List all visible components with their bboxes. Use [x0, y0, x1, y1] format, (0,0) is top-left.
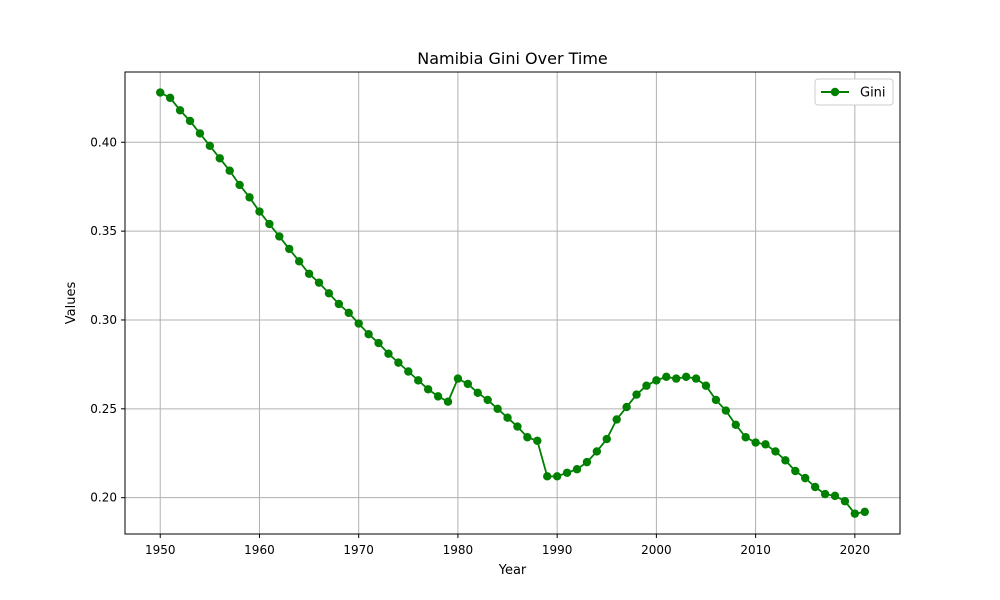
x-tick-label: 2000 — [641, 543, 672, 557]
data-point — [820, 489, 830, 499]
data-point — [185, 116, 195, 126]
data-point — [334, 299, 344, 309]
data-point — [493, 404, 502, 414]
data-point — [195, 129, 205, 138]
data-point — [443, 397, 453, 406]
y-axis-label: Values — [64, 282, 79, 325]
data-point — [652, 376, 661, 385]
data-point — [314, 278, 324, 287]
data-point — [414, 376, 423, 385]
data-point — [304, 269, 314, 278]
data-point — [533, 436, 542, 445]
data-point — [463, 379, 473, 389]
data-point — [404, 367, 413, 376]
data-point — [354, 319, 363, 328]
data-point — [850, 509, 860, 518]
data-point — [612, 415, 621, 424]
data-point — [344, 308, 353, 318]
x-tick-label: 1960 — [244, 543, 275, 557]
x-tick-label: 1970 — [343, 543, 374, 557]
data-point — [662, 372, 671, 382]
data-point — [265, 219, 274, 229]
data-point — [225, 166, 234, 175]
data-point — [622, 402, 631, 412]
x-tick-label: 2010 — [740, 543, 771, 557]
data-point — [721, 406, 731, 415]
legend-box — [814, 78, 894, 106]
series-layer — [156, 88, 869, 518]
chart-title: Namibia Gini Over Time — [417, 49, 608, 68]
data-point — [285, 244, 294, 254]
data-point — [324, 289, 334, 298]
data-point — [503, 413, 512, 422]
plot-area-frame — [124, 71, 901, 535]
data-point — [165, 93, 175, 103]
data-point — [681, 372, 691, 382]
data-point — [552, 472, 562, 481]
y-tick-label: 0.30 — [90, 313, 117, 327]
data-point — [523, 433, 532, 442]
data-point — [513, 422, 522, 431]
data-point — [175, 106, 185, 115]
data-point — [156, 88, 165, 97]
data-point — [741, 433, 750, 442]
data-point — [731, 420, 740, 430]
data-point — [543, 472, 552, 481]
data-point — [245, 193, 254, 202]
data-point — [275, 232, 284, 241]
grid-layer — [125, 72, 900, 534]
data-point — [642, 381, 651, 390]
data-point — [423, 385, 433, 394]
data-point — [672, 374, 681, 383]
data-point — [592, 447, 602, 456]
data-point — [711, 395, 721, 405]
y-tick-label: 0.20 — [90, 491, 117, 505]
legend: Gini — [814, 78, 894, 106]
data-point — [394, 358, 403, 367]
data-point — [771, 447, 780, 456]
data-point — [801, 473, 810, 483]
data-point — [374, 338, 383, 348]
data-point — [572, 465, 582, 474]
data-point — [453, 374, 463, 383]
y-axis-ticks: 0.20 0.25 0.30 0.35 0.40 — [90, 135, 125, 505]
data-point — [562, 468, 572, 477]
x-axis-ticks: 1950 1960 1970 1980 1990 2000 2010 2020 — [145, 534, 870, 557]
x-tick-label: 1980 — [443, 543, 474, 557]
data-point — [781, 456, 790, 465]
data-point — [632, 390, 641, 399]
data-point — [235, 180, 244, 190]
data-point — [761, 440, 770, 449]
data-point — [433, 392, 443, 401]
data-point — [294, 257, 304, 266]
data-point — [691, 374, 701, 383]
data-point — [205, 141, 215, 151]
x-tick-label: 2020 — [840, 543, 871, 557]
data-point — [860, 507, 869, 517]
data-point — [384, 349, 393, 358]
data-point — [751, 438, 760, 447]
data-point — [791, 466, 800, 476]
x-tick-label: 1990 — [542, 543, 573, 557]
data-point — [602, 434, 611, 444]
data-point — [582, 457, 592, 467]
x-axis-label: Year — [498, 563, 527, 578]
legend-marker-swatch — [830, 87, 840, 97]
data-point — [810, 482, 820, 492]
data-point — [364, 329, 373, 339]
data-point — [701, 381, 711, 390]
x-tick-label: 1950 — [145, 543, 176, 557]
data-point — [215, 154, 224, 163]
data-point — [473, 388, 482, 398]
y-tick-label: 0.35 — [90, 224, 117, 238]
data-point — [483, 395, 492, 405]
data-point — [830, 491, 840, 501]
y-tick-label: 0.25 — [90, 402, 117, 416]
data-point — [840, 497, 850, 506]
data-point — [255, 207, 264, 216]
legend-label: Gini — [860, 86, 886, 101]
y-tick-label: 0.40 — [90, 135, 117, 149]
